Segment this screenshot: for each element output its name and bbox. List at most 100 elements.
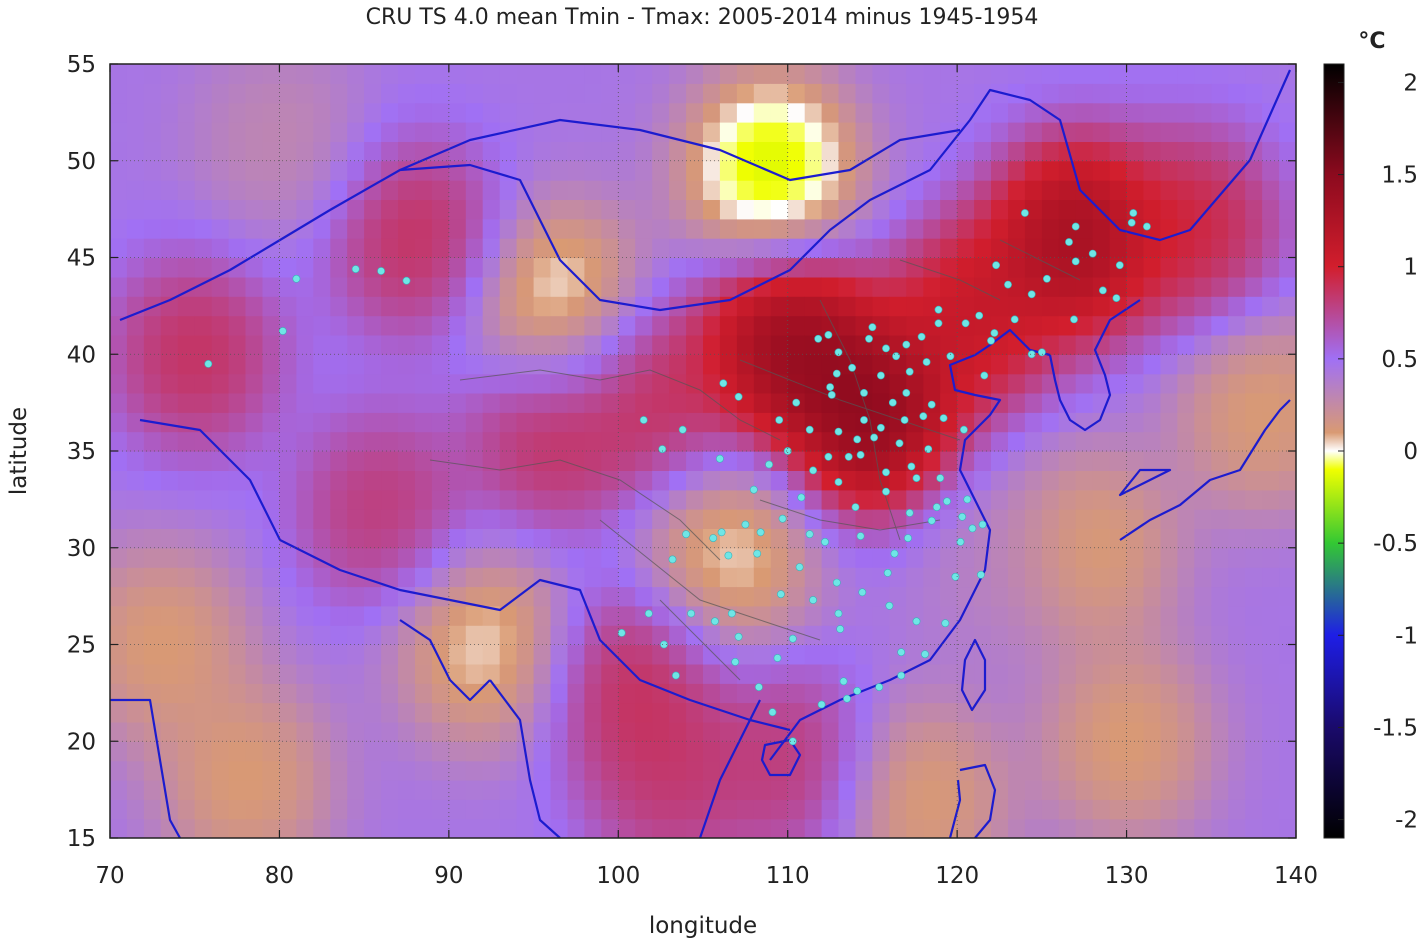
field-cell: [347, 547, 365, 568]
field-cell: [1058, 296, 1077, 317]
field-cell: [889, 818, 907, 838]
field-cell: [1262, 470, 1280, 491]
field-cell: [753, 199, 772, 220]
colorbar-ticks: 21.510.50-0.5-1-1.5-2: [1338, 70, 1418, 834]
field-cell: [347, 141, 365, 162]
field-cell: [957, 276, 975, 297]
field-cell: [618, 238, 636, 259]
field-cell: [262, 102, 280, 123]
field-cell: [1211, 644, 1229, 665]
field-cell: [296, 257, 314, 278]
field-cell: [1160, 721, 1178, 742]
field-cell: [584, 721, 602, 742]
field-cell: [635, 721, 653, 742]
field-cell: [1041, 412, 1060, 433]
field-cell: [516, 470, 535, 491]
x-tick-label: 70: [95, 863, 124, 889]
field-cell: [550, 547, 568, 568]
field-cell: [177, 160, 196, 181]
field-cell: [974, 64, 992, 84]
field-cell: [1245, 644, 1263, 665]
field-cell: [279, 122, 297, 142]
field-cell: [1279, 683, 1296, 704]
field-cell: [296, 238, 314, 259]
field-cell: [177, 702, 196, 723]
field-cell: [1058, 818, 1077, 838]
field-cell: [499, 799, 518, 820]
station-point: [882, 344, 890, 353]
field-cell: [703, 567, 721, 588]
field-cell: [635, 567, 653, 588]
field-cell: [262, 528, 280, 549]
field-cell: [516, 64, 535, 84]
field-cell: [1024, 218, 1043, 239]
field-cell: [516, 296, 535, 317]
field-cell: [855, 354, 873, 375]
field-cell: [160, 489, 179, 510]
field-cell: [1143, 780, 1161, 800]
field-cell: [787, 528, 806, 549]
field-cell: [1041, 354, 1060, 375]
field-cell: [974, 141, 992, 162]
field-cell: [1024, 83, 1043, 104]
field-cell: [1041, 141, 1060, 162]
field-cell: [228, 644, 247, 665]
field-cell: [686, 296, 704, 317]
field-cell: [262, 431, 280, 452]
field-cell: [1279, 83, 1296, 104]
field-cell: [279, 741, 297, 762]
field-cell: [584, 160, 602, 181]
station-markers: [204, 209, 1151, 746]
field-cell: [313, 586, 331, 607]
field-cell: [160, 373, 179, 394]
field-cell: [703, 547, 721, 568]
field-cell: [1126, 276, 1145, 297]
field-cell: [398, 683, 416, 704]
field-cell: [313, 470, 331, 491]
field-cell: [957, 605, 975, 626]
field-cell: [957, 625, 975, 646]
field-cell: [1092, 683, 1111, 704]
field-cell: [669, 141, 687, 162]
field-cell: [804, 373, 823, 394]
field-cell: [431, 741, 450, 762]
field-cell: [364, 64, 382, 84]
field-cell: [211, 83, 230, 104]
station-point: [941, 619, 950, 628]
field-cell: [177, 431, 196, 452]
field-cell: [1160, 180, 1178, 200]
field-cell: [228, 141, 247, 162]
field-cell: [618, 470, 636, 491]
field-cell: [940, 721, 958, 742]
field-cell: [1262, 528, 1280, 549]
field-cell: [1109, 721, 1128, 742]
field-cell: [126, 257, 145, 278]
field-cell: [516, 334, 535, 355]
field-cell: [584, 489, 602, 510]
field-cell: [1211, 509, 1229, 529]
station-point: [773, 654, 782, 662]
field-cell: [991, 122, 1009, 142]
field-cell: [262, 818, 280, 838]
field-cell: [601, 799, 619, 820]
field-cell: [584, 625, 602, 646]
field-cell: [296, 799, 314, 820]
field-cell: [279, 141, 297, 162]
field-cell: [448, 257, 467, 278]
field-cell: [211, 218, 230, 239]
field-cell: [1143, 392, 1161, 413]
field-cell: [262, 586, 280, 607]
field-cell: [448, 528, 467, 549]
field-cell: [431, 199, 450, 220]
field-cell: [635, 218, 653, 239]
field-cell: [143, 102, 162, 123]
field-cell: [1008, 625, 1026, 646]
station-point: [1115, 261, 1124, 270]
field-cell: [1245, 257, 1263, 278]
field-cell: [1092, 180, 1111, 200]
field-cell: [855, 625, 873, 646]
field-cell: [906, 489, 924, 510]
field-cell: [465, 373, 484, 394]
field-cell: [584, 799, 602, 820]
field-cell: [618, 64, 636, 84]
